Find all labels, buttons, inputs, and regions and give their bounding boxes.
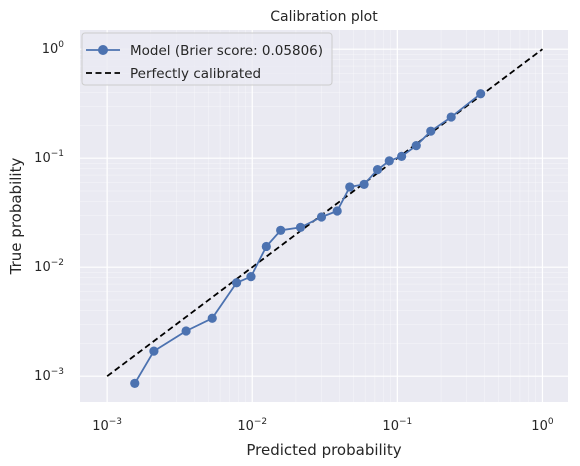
series-layer — [106, 48, 543, 388]
model-point-3 — [207, 313, 217, 323]
perfectly-calibrated-line — [106, 48, 543, 377]
model-point-5 — [246, 272, 256, 282]
x-axis-label: Predicted probability — [246, 441, 401, 459]
model-point-2 — [181, 326, 191, 336]
model-point-1 — [149, 346, 159, 356]
model-point-10 — [332, 206, 342, 216]
legend-model-marker — [98, 45, 108, 55]
y-tick-label-3: 100 — [42, 40, 65, 57]
y-tick-labels: 10−3 10−2 10−1 100 — [34, 40, 64, 384]
model-point-13 — [372, 165, 383, 175]
x-tick-label-1: 10−2 — [237, 417, 267, 434]
model-point-0 — [130, 378, 140, 388]
model-point-9 — [316, 212, 327, 222]
legend-model-label: Model (Brier score: 0.05806) — [130, 43, 323, 59]
model-point-6 — [261, 241, 271, 252]
model-point-12 — [359, 179, 369, 189]
legend-reference-label: Perfectly calibrated — [130, 66, 261, 82]
model-point-15 — [397, 151, 407, 161]
x-tick-labels: 10−3 10−2 10−1 100 — [92, 417, 554, 434]
model-point-7 — [276, 225, 286, 235]
legend: Model (Brier score: 0.05806) Perfectly c… — [81, 32, 333, 86]
x-tick-label-3: 100 — [531, 417, 554, 434]
chart-title: Calibration plot — [270, 9, 378, 25]
model-point-18 — [446, 112, 456, 122]
y-axis-label: True probability — [7, 158, 25, 276]
model-point-4 — [231, 278, 242, 288]
model-point-16 — [411, 140, 421, 151]
model-point-14 — [384, 156, 394, 166]
legend-box — [81, 32, 333, 86]
model-point-17 — [426, 126, 436, 136]
y-tick-label-0: 10−3 — [34, 367, 64, 384]
y-tick-label-1: 10−2 — [34, 258, 64, 275]
x-tick-label-0: 10−3 — [92, 417, 122, 434]
model-point-8 — [295, 222, 306, 232]
x-tick-label-2: 10−1 — [382, 417, 412, 434]
model-point-19 — [476, 89, 486, 99]
model-point-11 — [345, 182, 355, 192]
y-tick-label-2: 10−1 — [34, 149, 64, 166]
